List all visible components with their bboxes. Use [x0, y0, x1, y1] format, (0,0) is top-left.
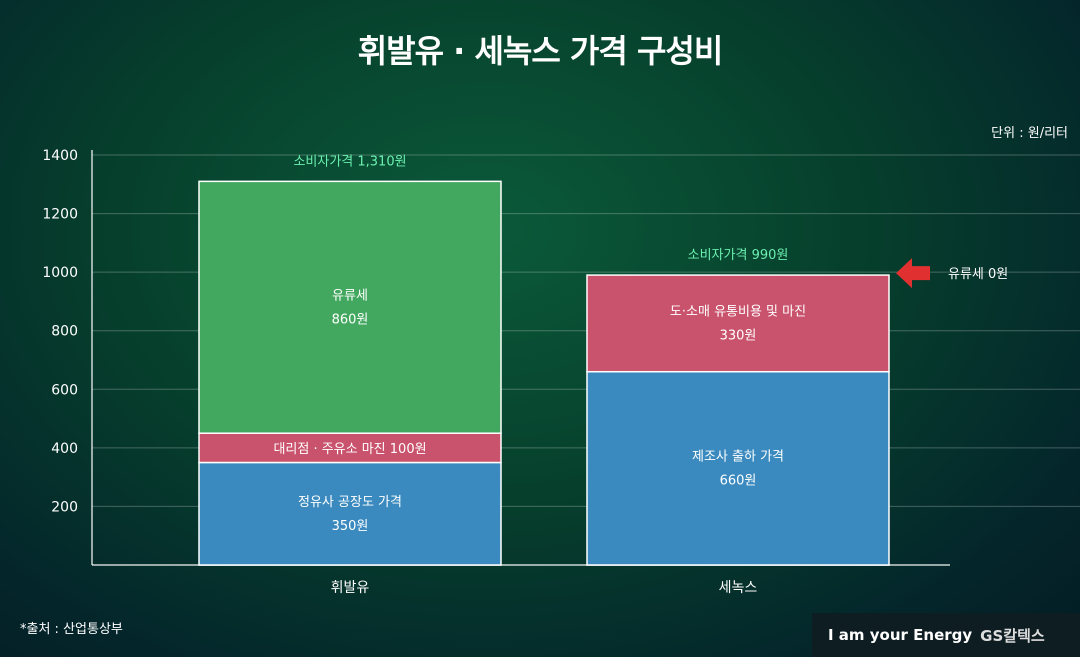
- brand-slogan: I am your Energy: [828, 626, 973, 644]
- unit-label: 단위 : 원/리터: [991, 126, 1068, 141]
- bar-segment: [198, 180, 502, 434]
- segment-label: 도·소매 유통비용 및 마진: [670, 304, 806, 319]
- bar-segment: [586, 370, 890, 566]
- segment-label: 유류세: [332, 288, 368, 303]
- y-tick-label: 600: [51, 382, 78, 398]
- segment-label: 정유사 공장도 가격: [298, 495, 402, 510]
- bar-segment: [198, 461, 502, 566]
- y-tick-label: 400: [51, 441, 78, 457]
- x-tick-label: 휘발유: [331, 580, 370, 596]
- annotation-label: 유류세 0원: [948, 267, 1008, 282]
- y-tick-label: 200: [51, 499, 78, 515]
- total-label: 소비자가격 1,310원: [293, 154, 406, 169]
- bar-segment: [586, 274, 890, 373]
- y-tick-label: 1400: [42, 148, 78, 164]
- total-label: 소비자가격 990원: [688, 248, 789, 263]
- y-tick-label: 800: [51, 324, 78, 340]
- segment-value-label: 350원: [332, 519, 369, 534]
- segment-label: 제조사 출하 가격: [692, 449, 784, 464]
- segment-value-label: 660원: [720, 473, 757, 488]
- segment-label: 대리점 · 주유소 마진 100원: [273, 442, 426, 457]
- y-tick-label: 1200: [42, 207, 78, 223]
- y-tick-label: 1000: [42, 265, 78, 281]
- x-tick-label: 세녹스: [719, 580, 758, 596]
- arrow-icon: [896, 258, 930, 289]
- page-title: 휘발유 · 세녹스 가격 구성비: [357, 32, 724, 70]
- segment-value-label: 330원: [720, 328, 757, 343]
- brand-banner: I am your Energy GS칼텍스: [812, 613, 1080, 657]
- source-note: *출처 : 산업통상부: [20, 622, 123, 637]
- brand-logo: GS칼텍스: [980, 626, 1045, 645]
- segment-value-label: 860원: [332, 312, 369, 327]
